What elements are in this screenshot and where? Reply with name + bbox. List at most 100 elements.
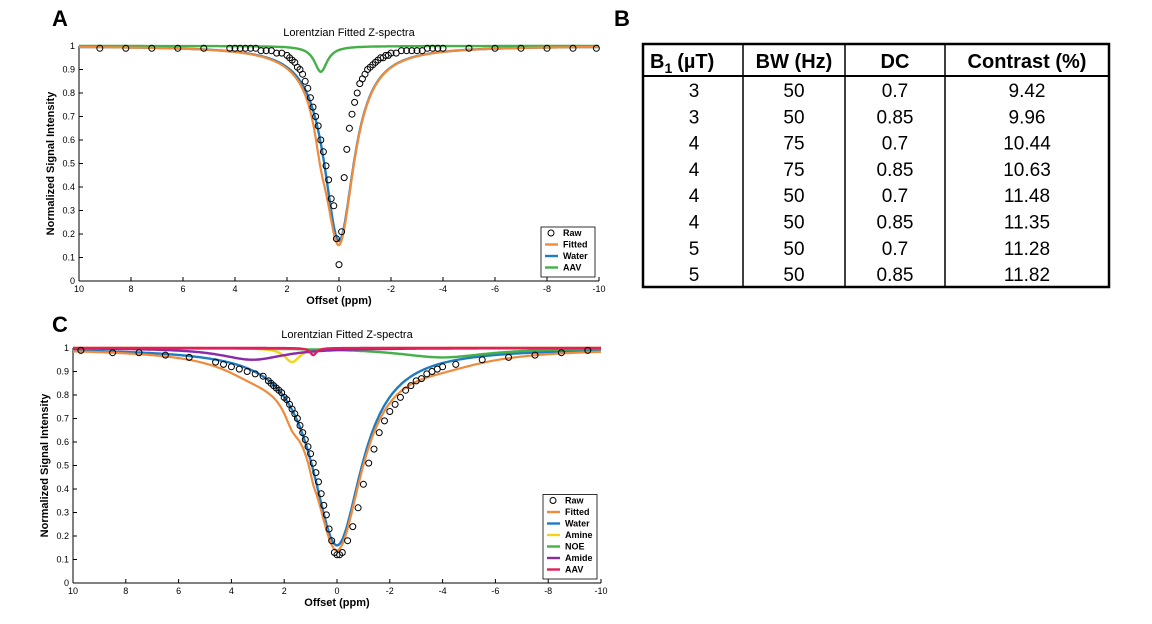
table-cell: 50 — [783, 239, 804, 260]
raw-data-point — [413, 47, 421, 55]
legend-marker-raw — [549, 497, 557, 504]
y-tick-label: 1 — [64, 343, 69, 353]
raw-data-point — [332, 235, 340, 243]
table-body: 3 50 0.7 9.42 3 50 0.85 9.96 4 75 0.7 10.44 4 75 0.85 1… — [689, 81, 1051, 286]
table-cell: 0.85 — [877, 265, 914, 286]
raw-data-point — [236, 44, 244, 52]
table-cell: 10.63 — [1003, 160, 1051, 181]
raw-data-point — [314, 122, 322, 130]
table-header-b1: B1 (µT) — [650, 51, 714, 76]
panel-letter-c: C — [52, 312, 68, 337]
raw-data-point — [386, 408, 394, 415]
raw-data-point — [328, 537, 336, 545]
x-tick-label: 10 — [74, 284, 84, 294]
raw-data-point — [340, 174, 348, 182]
raw-data-point — [439, 363, 447, 371]
table-cell: 10.44 — [1003, 134, 1051, 155]
raw-data-point — [312, 469, 320, 477]
raw-data-point — [491, 44, 499, 52]
raw-data-point — [327, 195, 335, 203]
y-tick-label: 0.7 — [56, 414, 69, 424]
y-tick-label: 0.7 — [62, 112, 75, 122]
raw-data-point — [161, 351, 169, 359]
y-tick-label: 0.9 — [56, 367, 69, 377]
table-cell: 11.48 — [1004, 186, 1050, 207]
raw-data-point — [317, 490, 325, 498]
table-cell: 50 — [783, 265, 804, 286]
series-aav-line — [79, 44, 599, 74]
raw-data-point — [505, 353, 513, 361]
table-cell: 50 — [783, 186, 804, 207]
x-tick-label: -2 — [386, 586, 394, 596]
raw-data-point — [429, 44, 437, 52]
table-cell: 4 — [689, 134, 700, 155]
table-header-bw: BW (Hz) — [756, 51, 833, 73]
table-cell: 75 — [783, 134, 804, 155]
y-tick-label: 0.8 — [62, 88, 75, 98]
table-cell: 9.96 — [1009, 107, 1046, 128]
raw-data-point — [200, 44, 208, 52]
raw-data-point — [317, 136, 325, 144]
raw-data-point — [273, 49, 281, 57]
raw-data-point — [307, 450, 315, 458]
raw-data-point — [296, 422, 304, 429]
y-tick-label: 0.9 — [62, 65, 75, 75]
raw-data-point — [375, 429, 383, 437]
raw-data-point — [301, 436, 309, 444]
table-cell: 5 — [689, 265, 700, 286]
table-cell: 0.7 — [882, 134, 908, 155]
x-tick-label: 6 — [180, 284, 185, 294]
raw-data-point — [299, 429, 307, 437]
table-border — [641, 42, 1111, 289]
table-header-b1-subscript: 1 — [664, 60, 672, 76]
table-cell: 9.42 — [1009, 81, 1046, 102]
raw-data-point — [335, 261, 343, 269]
chart-panel-c: Lorentzian Fitted Z-spectra 0 0.1 0.2 0.3 0.4… — [39, 329, 608, 609]
series-fitted-line — [73, 350, 601, 552]
legend-label: AAV — [563, 263, 581, 273]
x-tick-label: 4 — [229, 586, 234, 596]
y-tick-label: 0.1 — [56, 555, 69, 565]
legend-label: Water — [563, 251, 588, 261]
raw-data-point — [531, 351, 539, 359]
raw-data-point — [174, 44, 182, 52]
raw-data-point — [370, 445, 378, 453]
table-header-unit: (µT) — [677, 51, 714, 73]
table-cell: 3 — [689, 107, 700, 128]
table-cell: 4 — [689, 160, 700, 181]
raw-data-point — [517, 44, 525, 52]
raw-data-point — [418, 375, 425, 383]
raw-data-point — [320, 501, 328, 509]
y-axis-label: Normalized Signal Intensity — [45, 91, 57, 236]
y-tick-label: 1 — [70, 41, 75, 51]
y-tick-label: 0.4 — [62, 182, 75, 192]
table-header-dc: DC — [881, 51, 910, 73]
legend-label: Water — [565, 519, 590, 529]
table-cell: 0.85 — [877, 160, 914, 181]
x-tick-label: 0 — [334, 586, 339, 596]
y-tick-label: 0.5 — [56, 461, 69, 471]
raw-data-point — [345, 124, 353, 132]
raw-data-point — [397, 47, 405, 55]
series-water-line — [73, 349, 601, 547]
raw-data-point — [325, 525, 333, 533]
x-tick-label: 6 — [176, 586, 181, 596]
x-tick-label: -2 — [387, 284, 395, 294]
raw-data-point — [212, 358, 220, 366]
raw-data-point — [231, 44, 239, 52]
raw-data-point — [584, 346, 592, 354]
table-cell: 50 — [783, 81, 804, 102]
x-tick-label: 4 — [232, 284, 237, 294]
panel-letter-a: A — [52, 6, 68, 31]
table-cell: 11.28 — [1004, 239, 1050, 260]
table-cell: 0.7 — [882, 186, 908, 207]
raw-data-point — [227, 363, 235, 371]
chart-title: Lorentzian Fitted Z-spectra — [283, 27, 415, 39]
chart-panel-a: Lorentzian Fitted Z-spectra 0 0.1 0.2 0.3 0.4… — [45, 27, 606, 307]
table-cell: 0.85 — [877, 213, 914, 234]
raw-data-point — [557, 349, 565, 357]
raw-data-point — [381, 417, 388, 425]
raw-data-point — [293, 415, 301, 422]
x-tick-label: -10 — [592, 284, 605, 294]
